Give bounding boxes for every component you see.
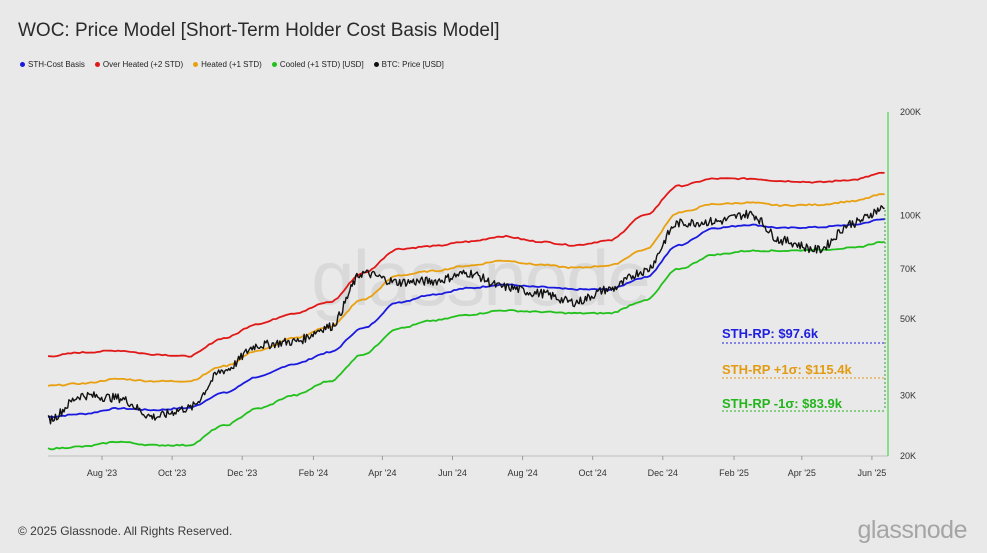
- legend-label: STH-Cost Basis: [28, 60, 85, 69]
- brand-logo: glassnode: [857, 516, 968, 544]
- y-tick-label: 100K: [900, 211, 921, 221]
- x-tick-label: Apr '24: [368, 468, 396, 478]
- btc-price-line: [47, 205, 885, 425]
- x-tick-label: Feb '25: [719, 468, 749, 478]
- legend-dot-icon: [94, 62, 100, 67]
- annotation-label: STH-RP -1σ: $83.9k: [722, 396, 843, 411]
- watermark-text: glassnode: [311, 234, 649, 322]
- legend-item[interactable]: Cooled (+1 STD) [USD]: [271, 60, 364, 69]
- legend-dot-icon: [193, 62, 199, 67]
- legend-dot-icon: [271, 62, 277, 67]
- y-tick-label: 50K: [900, 314, 916, 324]
- cooled-band-line: [47, 240, 885, 451]
- x-tick-label: Apr '25: [788, 468, 816, 478]
- x-tick-label: Jun '25: [858, 468, 887, 478]
- x-tick-label: Oct '24: [579, 468, 607, 478]
- annotation-label: STH-RP: $97.6k: [722, 326, 819, 341]
- annotation-label: STH-RP +1σ: $115.4k: [722, 362, 852, 377]
- legend-dot-icon: [20, 62, 25, 67]
- legend-item[interactable]: Over Heated (+2 STD): [94, 60, 184, 69]
- legend-label: Heated (+1 STD): [201, 60, 262, 69]
- y-tick-label: 200K: [900, 107, 921, 117]
- x-tick-label: Dec '24: [648, 468, 678, 478]
- legend-dot-icon: [373, 62, 379, 67]
- legend-item[interactable]: Heated (+1 STD): [193, 60, 262, 69]
- overheated-band-line: [47, 171, 885, 358]
- legend-item[interactable]: STH-Cost Basis: [20, 60, 85, 69]
- y-tick-label: 20K: [900, 451, 916, 461]
- y-tick-label: 30K: [900, 390, 916, 400]
- copyright-footer: © 2025 Glassnode. All Rights Reserved.: [18, 524, 233, 538]
- x-tick-label: Aug '23: [87, 468, 117, 478]
- heated-band-line: [47, 193, 885, 387]
- x-tick-label: Feb '24: [299, 468, 329, 478]
- legend-label: BTC: Price [USD]: [381, 60, 444, 69]
- y-tick-label: 70K: [900, 264, 916, 274]
- chart-title: WOC: Price Model [Short-Term Holder Cost…: [18, 20, 500, 41]
- x-tick-label: Oct '23: [158, 468, 186, 478]
- legend: STH-Cost Basis Over Heated (+2 STD) Heated…: [20, 60, 444, 69]
- legend-label: Cooled (+1 STD) [USD]: [279, 60, 364, 69]
- x-tick-label: Dec '23: [227, 468, 257, 478]
- legend-label: Over Heated (+2 STD): [102, 60, 184, 69]
- legend-item[interactable]: BTC: Price [USD]: [373, 60, 444, 69]
- sth-cost-basis-line: [47, 218, 885, 418]
- x-tick-label: Aug '24: [507, 468, 537, 478]
- x-tick-label: Jun '24: [438, 468, 467, 478]
